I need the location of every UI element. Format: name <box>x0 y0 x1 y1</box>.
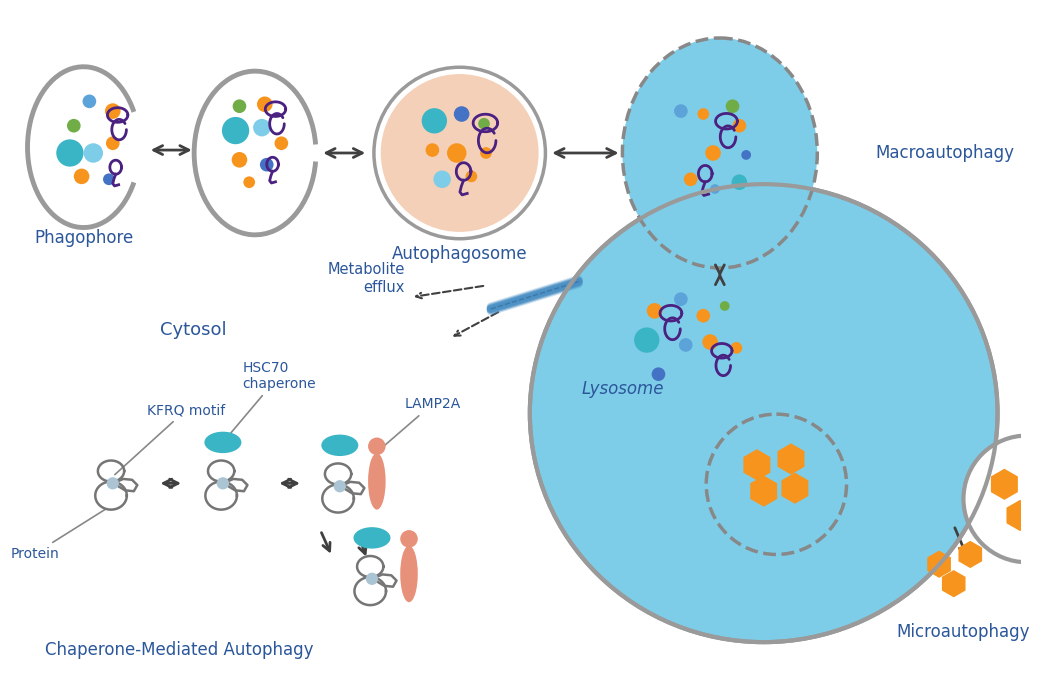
Circle shape <box>466 171 477 182</box>
Circle shape <box>703 334 718 350</box>
Circle shape <box>222 117 250 144</box>
Circle shape <box>696 309 710 322</box>
Circle shape <box>634 327 660 353</box>
Circle shape <box>454 106 470 122</box>
Circle shape <box>426 143 440 157</box>
Circle shape <box>233 99 246 113</box>
Text: HSC70
chaperone: HSC70 chaperone <box>224 361 316 440</box>
Ellipse shape <box>400 545 418 602</box>
Circle shape <box>674 104 688 118</box>
Circle shape <box>217 477 229 489</box>
Circle shape <box>447 143 467 163</box>
Circle shape <box>56 139 84 167</box>
Circle shape <box>105 104 120 119</box>
Circle shape <box>480 147 492 159</box>
Circle shape <box>964 436 1044 563</box>
Circle shape <box>726 99 739 113</box>
Circle shape <box>253 119 270 137</box>
Text: Protein: Protein <box>10 509 105 560</box>
Circle shape <box>478 118 490 130</box>
Ellipse shape <box>322 435 358 456</box>
Ellipse shape <box>205 431 241 453</box>
Circle shape <box>365 573 378 585</box>
Circle shape <box>668 132 693 158</box>
Circle shape <box>105 137 120 150</box>
Circle shape <box>732 174 748 190</box>
Circle shape <box>684 172 697 186</box>
Circle shape <box>84 143 103 163</box>
Circle shape <box>243 176 255 188</box>
Text: KFRQ motif: KFRQ motif <box>115 403 226 475</box>
Circle shape <box>381 74 539 232</box>
Circle shape <box>710 184 720 194</box>
Text: LAMP2A: LAMP2A <box>379 397 460 450</box>
Text: Metabolite
efflux: Metabolite efflux <box>328 263 405 295</box>
Text: Microautophagy: Microautophagy <box>897 624 1030 641</box>
Circle shape <box>706 145 720 161</box>
Circle shape <box>232 152 247 167</box>
Ellipse shape <box>354 527 390 549</box>
Circle shape <box>706 414 847 554</box>
Circle shape <box>334 480 346 493</box>
Text: Autophagosome: Autophagosome <box>392 246 527 263</box>
Circle shape <box>369 438 385 455</box>
Circle shape <box>651 368 665 381</box>
Ellipse shape <box>622 38 817 268</box>
Text: Macroautophagy: Macroautophagy <box>876 144 1015 162</box>
Ellipse shape <box>369 453 385 510</box>
Text: Chaperone-Mediated Autophagy: Chaperone-Mediated Autophagy <box>45 641 313 659</box>
Circle shape <box>720 301 730 311</box>
Circle shape <box>733 119 746 132</box>
Circle shape <box>400 530 418 547</box>
Circle shape <box>74 169 90 184</box>
Circle shape <box>422 108 447 134</box>
Ellipse shape <box>530 184 998 642</box>
Circle shape <box>731 342 742 354</box>
Circle shape <box>679 338 692 352</box>
Circle shape <box>257 97 272 112</box>
Circle shape <box>374 67 545 239</box>
Text: Lysosome: Lysosome <box>582 380 664 398</box>
Circle shape <box>103 174 115 185</box>
Circle shape <box>697 108 709 120</box>
Circle shape <box>260 158 274 172</box>
Circle shape <box>67 119 80 132</box>
Circle shape <box>741 150 751 160</box>
Circle shape <box>275 137 288 150</box>
Circle shape <box>674 292 688 306</box>
Circle shape <box>82 95 96 108</box>
Circle shape <box>647 303 662 318</box>
Circle shape <box>433 171 451 188</box>
Circle shape <box>106 477 119 489</box>
Text: Cytosol: Cytosol <box>161 321 227 340</box>
Text: Phagophore: Phagophore <box>33 228 134 247</box>
